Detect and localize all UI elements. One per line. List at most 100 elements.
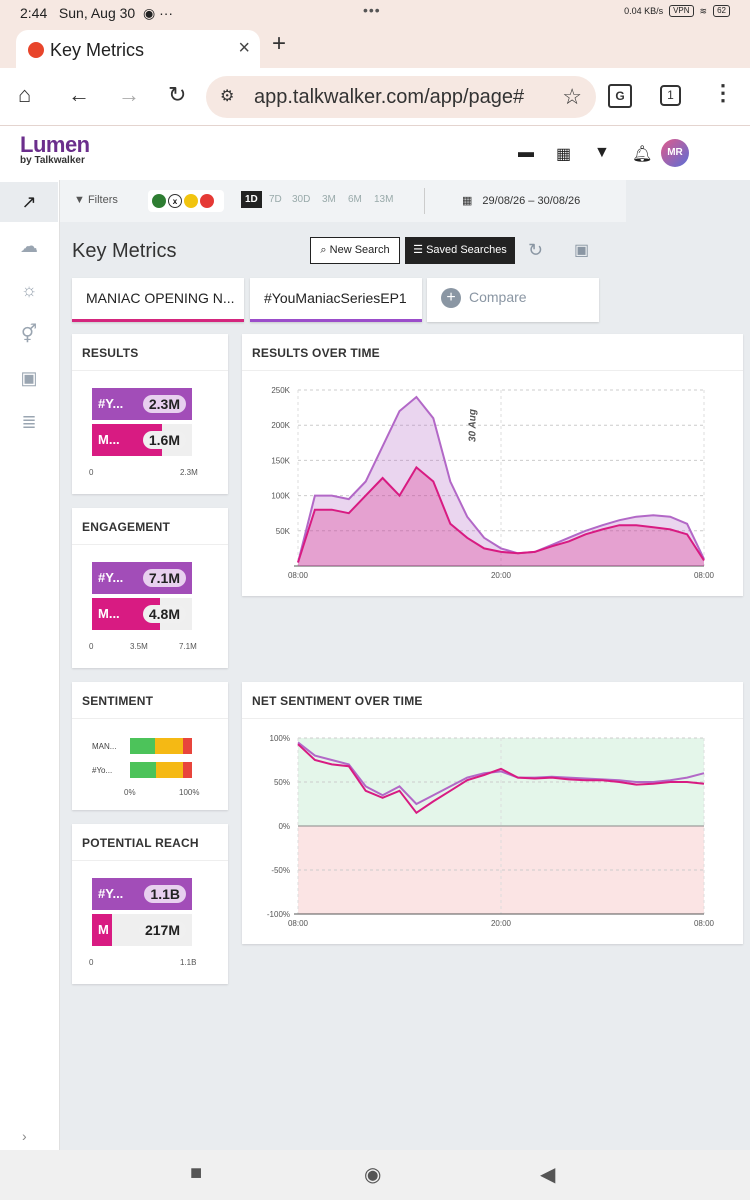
sentiment-bar-maniac[interactable] [130,738,192,754]
period-1d[interactable]: 1D [241,191,262,208]
net-speed: 0.04 KB/s [624,6,664,16]
saved-searches-button[interactable]: ☰ Saved Searches [405,237,515,264]
filters-button[interactable]: ▼ Filters [74,194,118,206]
sentiment-row-label: #Yo... [92,766,113,775]
chart-title: RESULTS OVER TIME [252,346,380,360]
site-settings-icon[interactable]: ⚙ [220,88,235,105]
results-search-icon[interactable]: ≣ [21,412,37,432]
series-line [297,743,705,815]
cloud-icon[interactable]: ☁ [20,236,38,256]
series-line [297,395,705,563]
home-icon[interactable]: ⌂ [18,82,32,107]
filter-divider [424,188,425,214]
demographics-icon[interactable]: ⚥ [20,324,38,344]
apps-grid-icon[interactable]: ▦ [556,146,572,163]
x-tick-label: 08:00 [288,919,309,928]
browser-tab[interactable]: Key Metrics × [16,30,260,68]
lumen-logo[interactable]: Lumen by Talkwalker [20,132,90,167]
map-icon[interactable]: ▣ [20,368,38,388]
avatar[interactable]: MR [661,139,689,167]
x-tick-label: 08:00 [694,571,715,580]
net-sentiment-chart[interactable]: 100%50%0%-50%-100%08:00 20:00 08:00 [242,682,743,944]
bell-icon[interactable]: 🔔︎ [632,146,653,163]
neutral-filter-icon [184,194,198,208]
active-filter-chips[interactable]: x [148,190,224,212]
period-3m[interactable]: 3M [322,194,336,205]
series-line [297,741,705,806]
address-bar[interactable]: ⚙ app.talkwalker.com/app/page# ☆ [206,76,596,118]
home-circle-icon[interactable]: ◉ [364,1164,382,1186]
back-arrow-icon[interactable]: ← [68,82,90,107]
influencer-icon[interactable]: ☼ [20,280,38,300]
expand-sidebar-icon[interactable]: › [22,1128,27,1144]
system-status-bar: 2:44 Sun, Aug 30 ◉ ··· ••• 0.04 KB/s VPN… [0,0,750,26]
folder-icon[interactable]: ▬ [518,144,534,161]
refresh-icon[interactable]: ↻ [528,240,544,260]
results-bar-youmaniac[interactable]: #Y... 2.3M [92,388,192,420]
translate-icon[interactable]: G [608,84,632,108]
wifi-icon: ≋ [699,5,708,16]
system-nav-bar: ■ ◉ ◀ [0,1150,750,1200]
results-over-time-chart[interactable]: 50K 100K 150K 200K 250K 08:00 20:00 08:00 30 Aug [242,334,743,596]
reload-icon[interactable]: ↻ [168,82,187,107]
metrics-trend-icon[interactable]: ↗ [0,182,58,222]
y-tick-label: 0% [278,822,290,831]
vpn-badge: VPN [669,5,694,17]
engagement-bar-maniac[interactable]: M... 4.8M [92,598,192,630]
page-title: Key Metrics [72,240,177,262]
card-title: ENGAGEMENT [82,520,171,534]
series-area [298,467,704,566]
talkwalker-favicon-icon [28,42,44,58]
period-13m[interactable]: 13M [374,194,394,205]
y-tick-label: 50K [276,527,291,536]
sentiment-row-label: MAN... [92,742,117,751]
status-icons: 0.04 KB/s VPN ≋ 62 [624,5,730,17]
new-tab-icon[interactable]: + [272,30,287,57]
period-30d[interactable]: 30D [292,194,311,205]
forward-arrow-icon[interactable]: → [118,82,140,107]
negative-filter-icon [200,194,214,208]
sentiment-card: SENTIMENT MAN... #Yo... 0% 100% [72,682,228,810]
card-title: SENTIMENT [82,694,154,708]
url-text: app.talkwalker.com/app/page# [254,86,525,108]
app-header: Lumen by Talkwalker ▬ ▦ ▼ 🔔︎ MR [0,127,750,180]
reach-bar-maniac[interactable]: M 217M [92,914,192,946]
x-tick-label: 08:00 [288,571,309,580]
tab-title: Key Metrics [50,40,145,60]
sentiment-bar-youmaniac[interactable] [130,762,192,778]
y-tick-label: 50% [274,778,290,787]
reach-bar-youmaniac[interactable]: #Y... 1.1B [92,878,192,910]
period-6m[interactable]: 6M [348,194,362,205]
filter-bar: ▼ Filters x 1D 7D 30D 3M 6M 13M ▦ 29/08/2… [60,180,626,222]
engagement-bar-youmaniac[interactable]: #Y... 7.1M [92,562,192,594]
y-tick-label: -100% [267,910,290,919]
browser-menu-icon[interactable]: ⋮ [712,80,734,105]
sentiment-negative-segment [182,762,192,778]
sentiment-positive-segment [130,762,157,778]
axis-label: 2.3M [180,468,198,477]
close-tab-icon[interactable]: × [238,37,250,59]
y-tick-label: 250K [271,386,290,395]
y-tick-label: 100% [270,734,290,743]
recents-icon[interactable]: ■ [190,1162,203,1184]
new-search-button[interactable]: ⌕ New Search [310,237,400,264]
annotation-label: 30 Aug [468,409,479,442]
back-triangle-icon[interactable]: ◀ [540,1164,556,1186]
query-tab-maniac[interactable]: MANIAC OPENING N... [72,278,244,322]
card-title: RESULTS [82,346,139,360]
save-icon[interactable]: ▣ [574,242,590,259]
results-bar-maniac[interactable]: M... 1.6M [92,424,192,456]
remove-filter-icon[interactable]: x [168,194,182,208]
axis-label: 3.5M [130,642,148,651]
bookmark-icon[interactable]: ▼ [594,144,610,161]
positive-filter-icon [152,194,166,208]
compare-button[interactable]: + Compare [427,278,599,322]
date-range-picker[interactable]: ▦ 29/08/26 – 30/08/26 [462,195,581,207]
period-7d[interactable]: 7D [269,194,282,205]
tab-count-button[interactable]: 1 [660,85,681,106]
sentiment-negative-segment [182,738,192,754]
results-over-time-card: RESULTS OVER TIME 50K 100K 150K 200K 250K 08:… [242,334,743,596]
bookmark-star-icon[interactable]: ☆ [562,84,582,109]
axis-label: 0% [124,788,136,797]
query-tab-youmaniac[interactable]: #YouManiacSeriesEP1 [250,278,422,322]
